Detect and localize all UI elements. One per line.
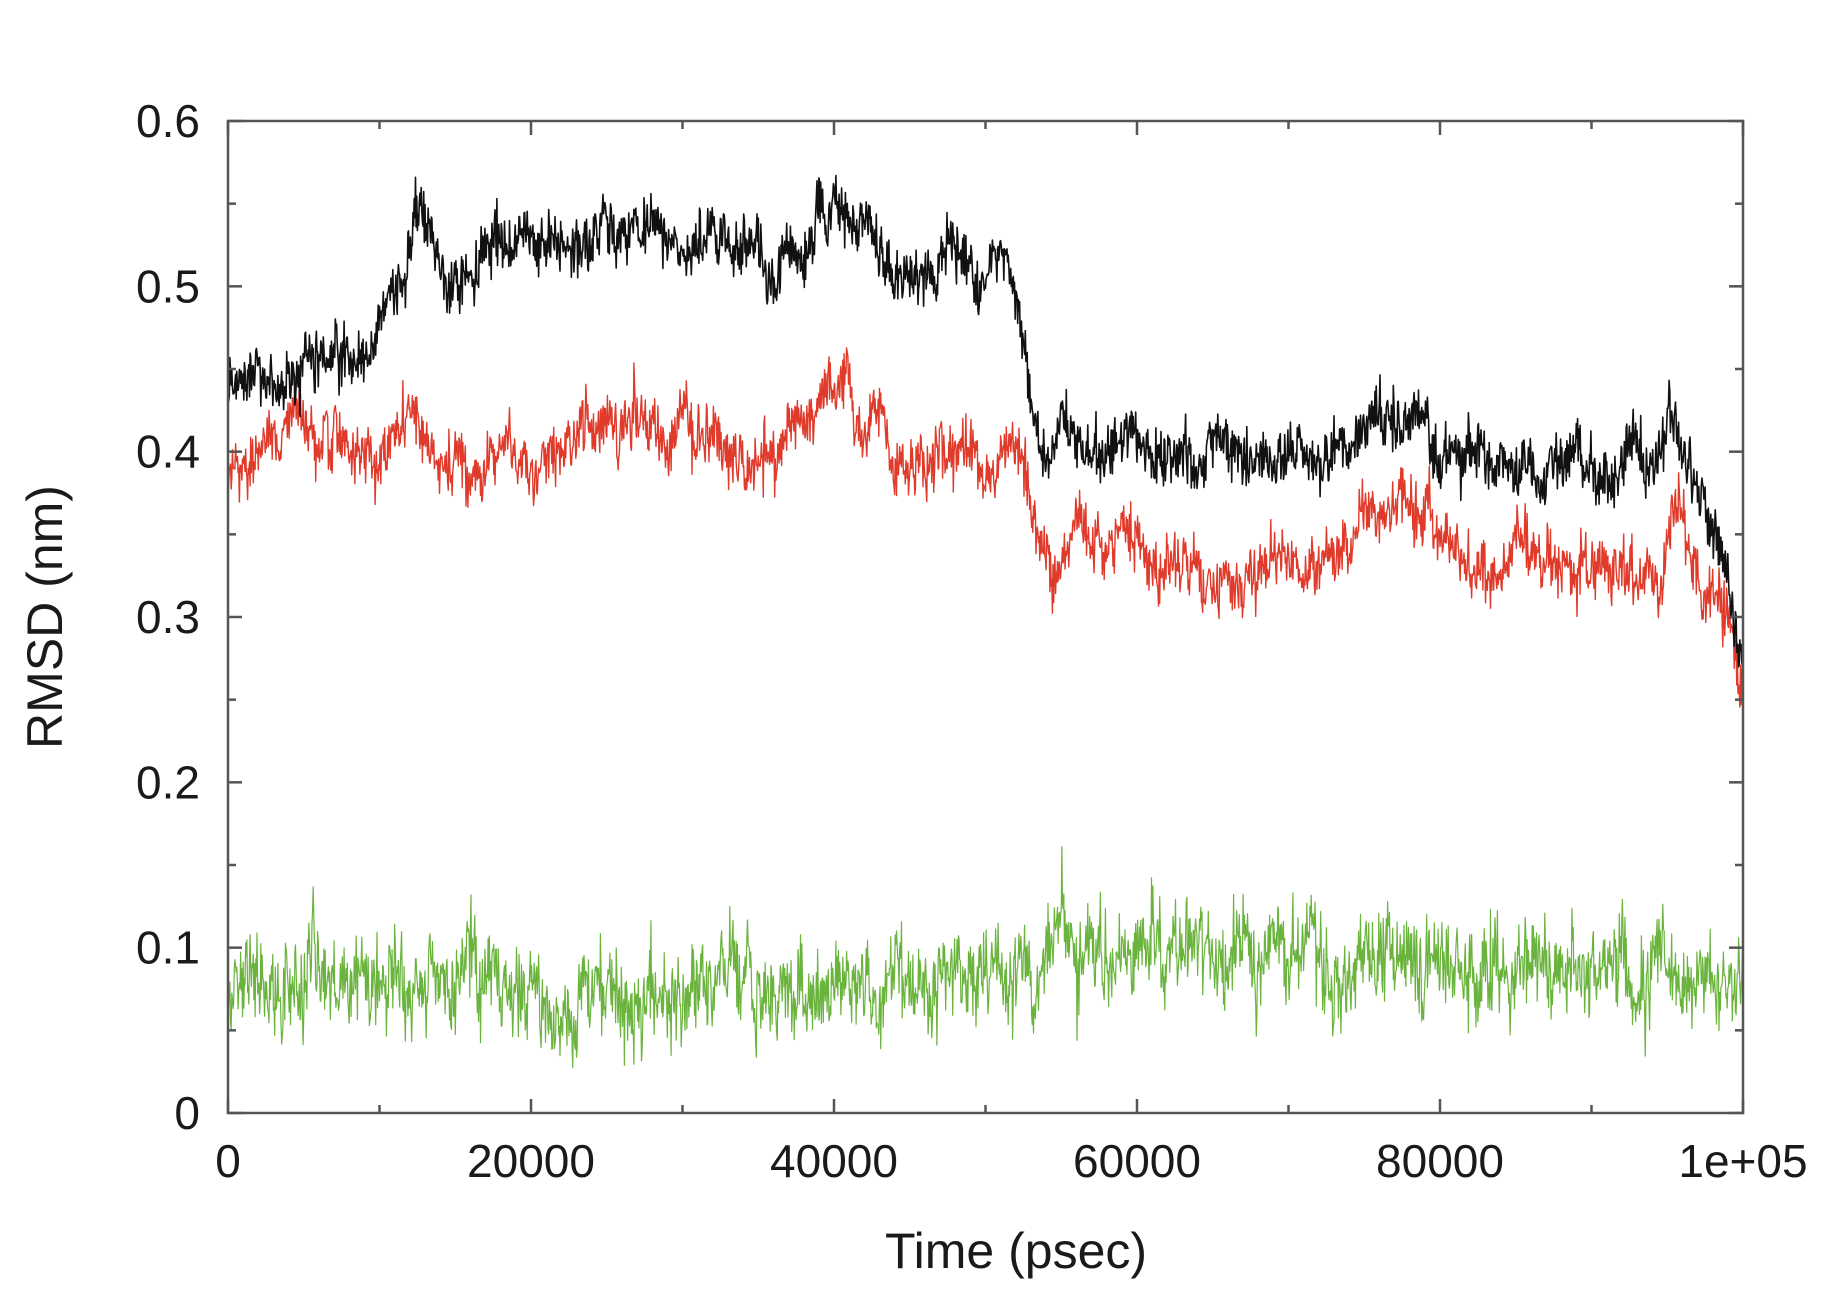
y-tick-label: 0 (174, 1087, 200, 1139)
tick-layer (226, 119, 1745, 1115)
series-line-1 (227, 174, 1744, 690)
y-tick-label: 0.3 (136, 591, 200, 643)
series-layer (227, 174, 1744, 1069)
x-tick-label: 20000 (467, 1135, 595, 1187)
tick-label-layer: 0 20000 40000 60000 80000 1e+05 0 0.1 0.2 0.3 0.4 0… (136, 95, 1808, 1187)
x-tick-label: 60000 (1073, 1135, 1201, 1187)
x-tick-label: 80000 (1376, 1135, 1504, 1187)
y-tick-label: 0.1 (136, 922, 200, 974)
x-tick-label: 0 (215, 1135, 241, 1187)
series-line-3 (227, 845, 1744, 1069)
x-tick-label: 40000 (770, 1135, 898, 1187)
x-tick-label: 1e+05 (1678, 1135, 1807, 1187)
y-axis-title: RMSD (nm) (17, 485, 73, 749)
x-axis-title: Time (psec) (885, 1223, 1147, 1279)
series-line-2 (227, 347, 1744, 708)
y-tick-label: 0.4 (136, 426, 200, 478)
y-tick-label: 0.5 (136, 260, 200, 312)
y-tick-label: 0.2 (136, 756, 200, 808)
y-tick-label: 0.6 (136, 95, 200, 147)
